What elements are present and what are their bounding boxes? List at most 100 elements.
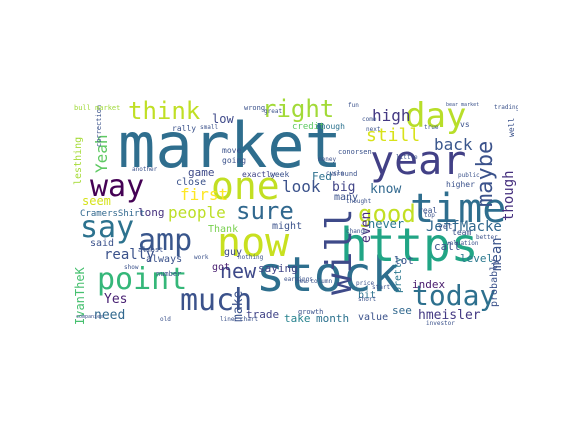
word-much: much xyxy=(180,283,253,318)
word-new-column: new column xyxy=(296,278,333,285)
word-lot: lot xyxy=(394,254,414,267)
word-bit: bit xyxy=(358,290,377,301)
word-really: really xyxy=(104,247,155,263)
word-great: great xyxy=(264,108,283,115)
word-people: people xyxy=(168,203,226,222)
word-yet: yet xyxy=(438,222,453,231)
word-right: right xyxy=(262,95,335,123)
word-well: well xyxy=(507,117,516,137)
word-lesthing: lesthing xyxy=(73,136,84,185)
word-around: around xyxy=(332,170,358,178)
word-trading: trading xyxy=(494,104,518,111)
word-number: number xyxy=(156,270,182,278)
word-point: point xyxy=(97,262,188,297)
word-said: said xyxy=(90,238,115,249)
word-going: going xyxy=(222,156,247,165)
word-good: good xyxy=(358,200,416,228)
word-close: close xyxy=(176,177,207,188)
word-https: https xyxy=(340,218,479,272)
word-never: never xyxy=(368,217,405,231)
word-move: move xyxy=(222,146,242,155)
word-big: big xyxy=(332,180,356,195)
word-true: true xyxy=(424,124,439,131)
word-top: top xyxy=(424,212,435,219)
word-start: start xyxy=(372,284,391,291)
word-little: little xyxy=(396,154,418,161)
word-market: market xyxy=(118,109,342,182)
word-cloud: market stock https time year now one day… xyxy=(72,95,518,325)
word-way: way xyxy=(90,169,145,204)
word-team: team xyxy=(452,228,472,237)
word-year: year xyxy=(370,138,467,184)
word-seem: seem xyxy=(82,194,111,208)
word-week: week xyxy=(270,170,290,179)
word-come: come xyxy=(362,116,377,123)
word-level: level xyxy=(460,252,494,265)
word-see: see xyxy=(392,304,412,317)
word-valuation: valuation xyxy=(446,240,479,247)
word-thought: thought xyxy=(346,198,372,205)
word-saying: saying xyxy=(258,262,298,275)
word-trade: trade xyxy=(246,308,280,321)
word-low: low xyxy=(212,112,234,126)
word-long: long xyxy=(138,206,165,219)
word-time: time xyxy=(410,186,507,232)
word-day: day xyxy=(405,96,467,136)
word-growth: growth xyxy=(298,308,324,316)
word-hmeisler: hmeisler xyxy=(418,308,481,323)
word-price: price xyxy=(356,280,375,287)
word-work: work xyxy=(194,254,209,261)
word-many: many xyxy=(334,192,359,203)
word-public: public xyxy=(458,172,480,179)
word-take: take xyxy=(284,312,311,325)
word-index: index xyxy=(412,278,446,291)
word-better: better xyxy=(476,234,498,241)
word-amp: amp xyxy=(138,223,193,258)
word-yes: Yes xyxy=(104,292,128,307)
word-call: call xyxy=(434,240,461,253)
word-investor: investor xyxy=(426,320,455,326)
word-might: might xyxy=(272,221,303,232)
word-cycle: cycle xyxy=(326,170,345,177)
word-know: know xyxy=(370,182,402,197)
word-old: old xyxy=(160,316,171,323)
word-think: think xyxy=(128,97,201,125)
word-fun: fun xyxy=(348,102,359,109)
word-still: still xyxy=(366,125,421,146)
word-bear-market: bear market xyxy=(446,102,480,108)
word-wrong: wrong xyxy=(244,104,266,112)
word-value: value xyxy=(358,312,389,323)
word-probably: probably xyxy=(489,258,500,307)
word-short: short xyxy=(358,296,377,303)
word-always: always xyxy=(146,254,183,265)
word-need: need xyxy=(94,308,126,323)
word-got: got xyxy=(212,262,231,273)
word-now: now xyxy=(217,220,290,266)
word-jeffmacke: JeffMacke xyxy=(426,219,502,235)
word-cramersshirt: CramersShirt xyxy=(80,209,146,219)
word-conorsen: conorsen xyxy=(338,148,372,156)
word-earnings: earnings xyxy=(284,276,313,283)
word-almost: almost xyxy=(138,246,164,254)
word-real: real xyxy=(418,206,438,215)
word-another: another xyxy=(132,166,158,173)
word-rally: rally xyxy=(172,124,197,133)
word-money: money xyxy=(318,156,337,163)
word-say: say xyxy=(80,210,135,245)
word-chart: chart xyxy=(240,316,259,323)
word-month: month xyxy=(316,312,350,325)
word-small: small xyxy=(200,124,219,131)
word-vs: vs xyxy=(460,120,470,129)
word-one: one xyxy=(211,164,280,208)
word-first: first xyxy=(180,185,229,204)
word-next: next xyxy=(366,126,381,133)
word-nothing: nothing xyxy=(238,254,264,261)
word-companies: companies xyxy=(76,314,104,320)
word-back: back xyxy=(434,135,473,154)
word-thank: Thank xyxy=(208,224,239,235)
word-exactly: exactly xyxy=(242,170,276,179)
word-line: line xyxy=(220,316,235,323)
word-higher: higher xyxy=(446,180,475,189)
word-though: though xyxy=(501,170,517,221)
word-look: look xyxy=(282,177,321,196)
